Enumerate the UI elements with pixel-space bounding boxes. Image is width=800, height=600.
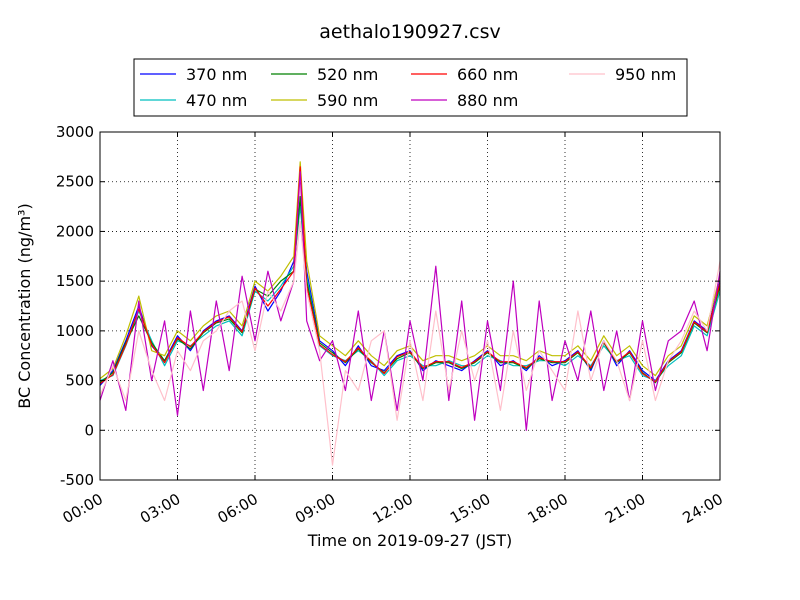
series-line-880-nm <box>99 171 721 431</box>
legend-label: 950 nm <box>615 65 676 84</box>
y-tick-label: 1000 <box>56 322 94 340</box>
y-tick-label: 2000 <box>56 222 94 240</box>
y-tick-labels: -500 0 500 1000 1500 2000 2500 3000 <box>56 123 94 489</box>
legend: 370 nm 470 nm 520 nm 590 nm 660 nm 880 nm 950 … <box>133 58 688 117</box>
legend-box <box>133 58 688 117</box>
y-tick-label: 1500 <box>56 272 94 290</box>
ticks <box>99 131 721 481</box>
series-lines <box>99 161 721 466</box>
legend-label: 880 nm <box>457 91 518 110</box>
legend-label: 470 nm <box>186 91 247 110</box>
series-line-590-nm <box>99 161 721 380</box>
chart-title: aethalo190927.csv <box>319 21 501 43</box>
y-tick-label: 500 <box>65 372 94 390</box>
y-axis-label: BC Concentration (ng/m³) <box>15 203 34 408</box>
y-tick-label: -500 <box>60 471 94 489</box>
legend-label: 660 nm <box>457 65 518 84</box>
y-tick-label: 0 <box>84 421 94 439</box>
series-line-370-nm <box>99 201 721 386</box>
legend-label: 370 nm <box>186 65 247 84</box>
x-axis-label: Time on 2019-09-27 (JST) <box>307 531 512 550</box>
y-tick-label: 3000 <box>56 123 94 141</box>
legend-label: 590 nm <box>317 91 378 110</box>
y-tick-label: 2500 <box>56 173 94 191</box>
legend-label: 520 nm <box>317 65 378 84</box>
series-line-950-nm <box>99 220 721 466</box>
